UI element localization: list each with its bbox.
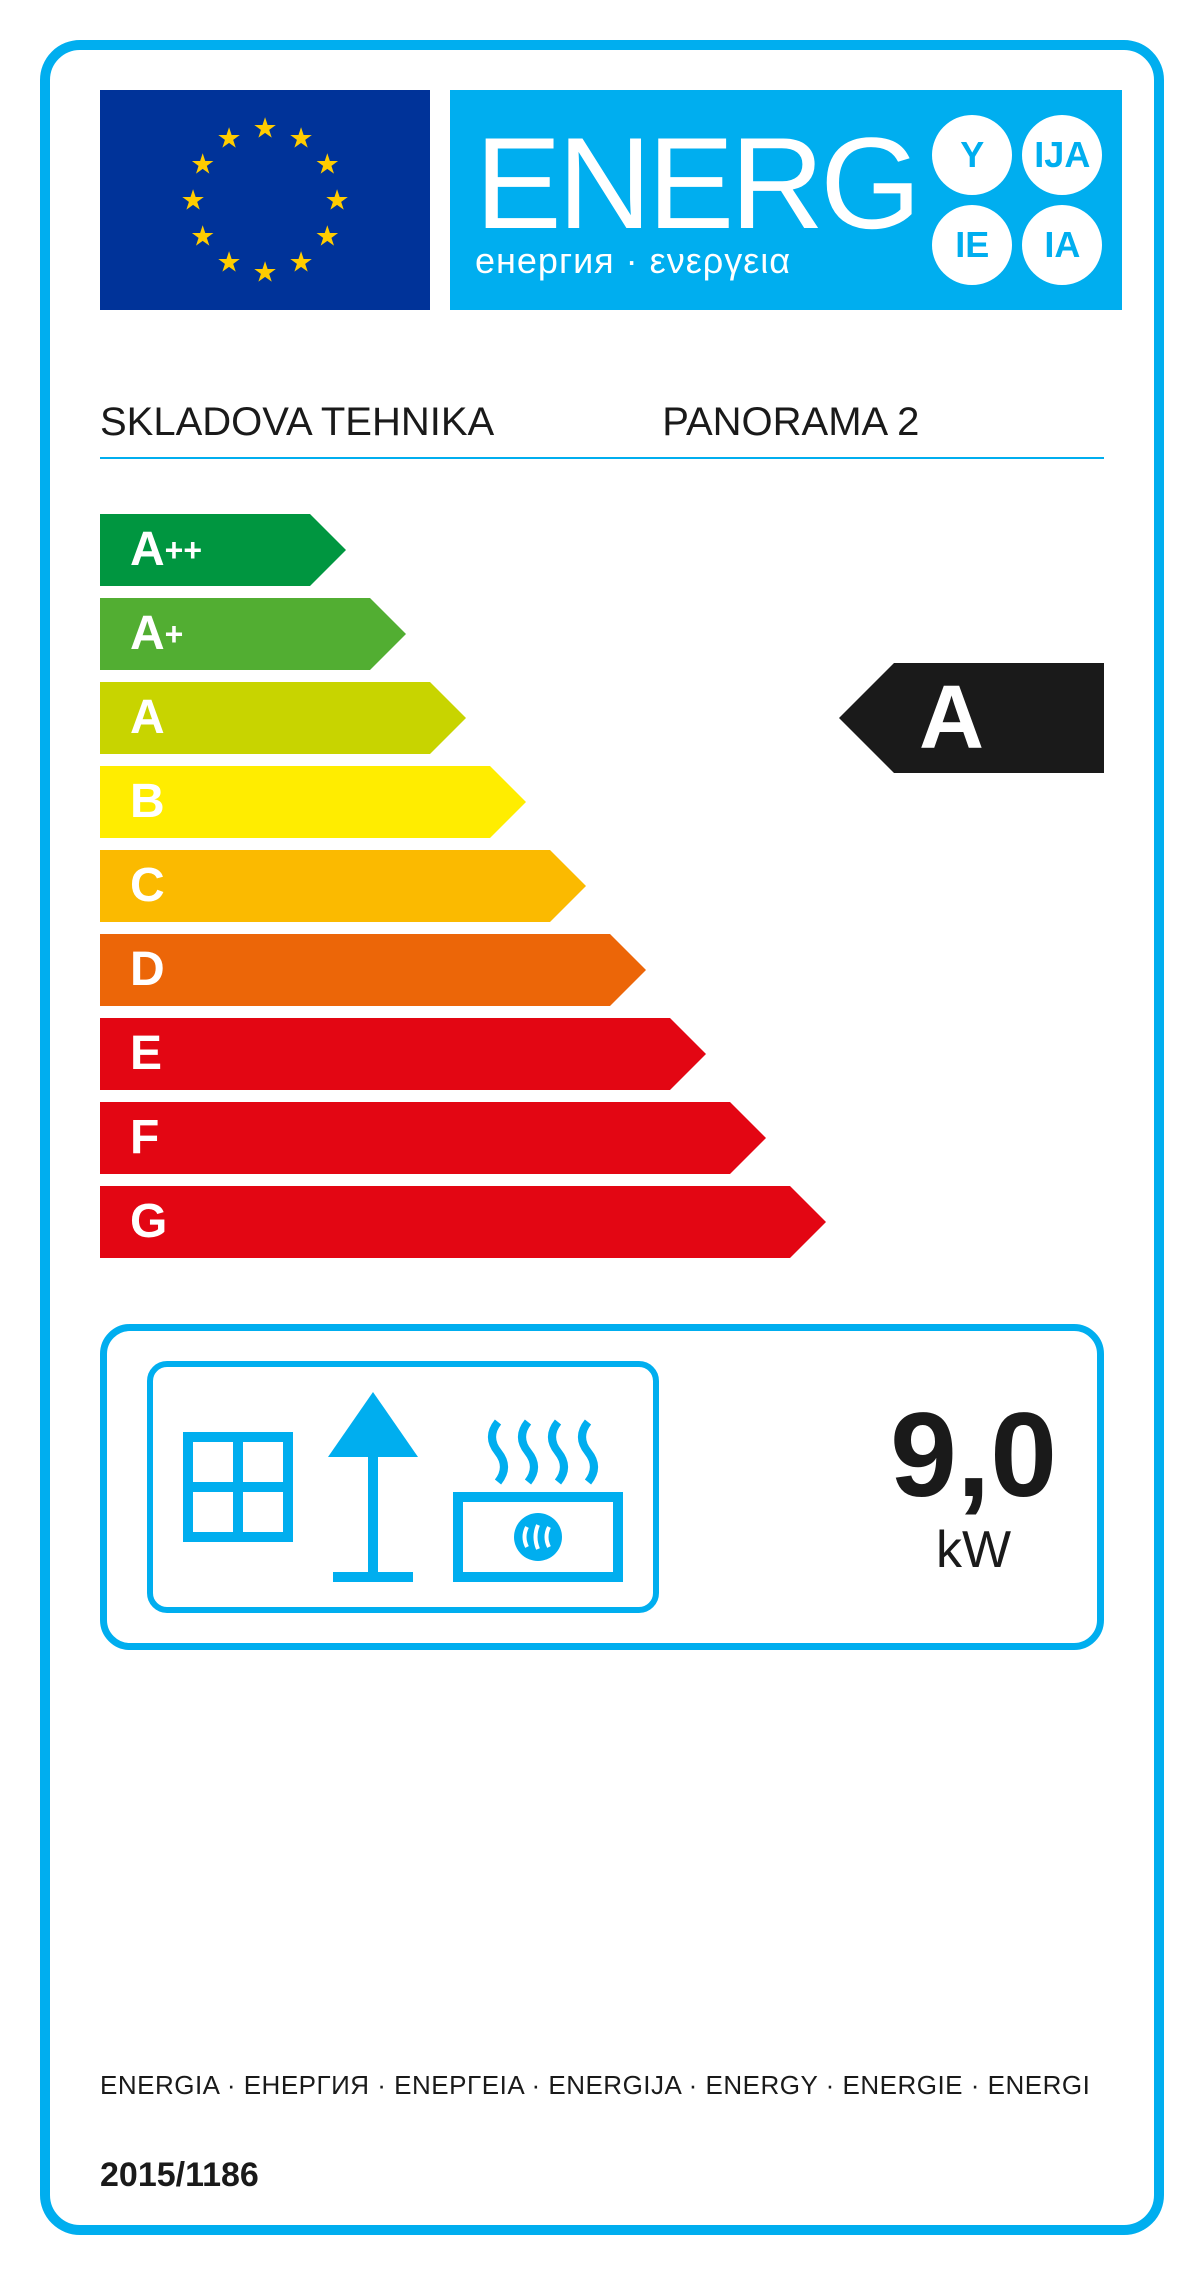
rating-letter: A [919,667,984,770]
rating-pointer: A [894,663,1104,773]
efficiency-bar: E [100,1018,670,1090]
efficiency-bar: A++ [100,514,310,586]
efficiency-bar-row: E [100,1018,1104,1090]
window-icon [183,1432,293,1582]
efficiency-scale: A++A+ABCDEFGA [100,514,1104,1274]
eu-star-icon: ★ [252,256,277,289]
efficiency-class-letter: A [130,610,165,658]
energ-suffix-badge: IA [1022,205,1102,285]
efficiency-bar: G [100,1186,790,1258]
eu-star-icon: ★ [324,184,349,217]
energy-label: ★★★★★★★★★★★★ ENERG енергия · ενεργεια YI… [40,40,1164,2235]
power-unit: kW [890,1520,1057,1580]
energ-suffix-badge: IJA [1022,115,1102,195]
power-box: 9,0 kW [100,1324,1104,1650]
header-row: ★★★★★★★★★★★★ ENERG енергия · ενεργεια YI… [100,90,1104,310]
efficiency-bar: A+ [100,598,370,670]
heating-icons-box [147,1361,659,1613]
efficiency-bar-row: B [100,766,1104,838]
efficiency-class-letter: G [130,1198,167,1246]
eu-star-icon: ★ [190,148,215,181]
efficiency-bar: F [100,1102,730,1174]
eu-star-icon: ★ [180,184,205,217]
efficiency-class-letter: D [130,946,165,994]
lamp-icon [323,1392,423,1582]
efficiency-class-letter: A [130,526,165,574]
efficiency-class-letter: C [130,862,165,910]
eu-star-icon: ★ [216,246,241,279]
efficiency-bar-row: A+ [100,598,1104,670]
eu-star-icon: ★ [315,220,340,253]
regulation-number: 2015/1186 [100,2156,1104,2195]
power-value-wrap: 9,0 kW [890,1395,1057,1580]
power-value: 9,0 [890,1395,1057,1515]
model-name: PANORAMA 2 [662,400,1104,445]
eu-star-icon: ★ [190,220,215,253]
heater-icon [453,1412,623,1582]
efficiency-class-letter: E [130,1030,162,1078]
energ-block: ENERG енергия · ενεργεια YIJAIEIA [450,90,1122,310]
efficiency-bar-row: A++ [100,514,1104,586]
eu-star-icon: ★ [288,121,313,154]
energ-main-word: ENERG [475,118,917,248]
energy-translations: ENERGIA · ЕНЕРГИЯ · ΕΝΕΡΓΕΙΑ · ENERGIJA … [100,2070,1104,2101]
efficiency-bar: A [100,682,430,754]
suffix-grid: YIJAIEIA [932,115,1102,285]
eu-star-icon: ★ [288,246,313,279]
supplier-model-row: SKLADOVA TEHNIKA PANORAMA 2 [100,400,1104,459]
efficiency-bar: D [100,934,610,1006]
efficiency-bar: B [100,766,490,838]
eu-flag: ★★★★★★★★★★★★ [100,90,430,310]
efficiency-bar-row: D [100,934,1104,1006]
efficiency-bar: C [100,850,550,922]
eu-star-icon: ★ [315,148,340,181]
eu-star-icon: ★ [252,112,277,145]
supplier-name: SKLADOVA TEHNIKA [100,400,662,445]
efficiency-class-letter: A [130,694,165,742]
energ-suffix-badge: IE [932,205,1012,285]
efficiency-class-letter: F [130,1114,159,1162]
energ-sub-word: енергия · ενεργεια [475,240,917,282]
energ-suffix-badge: Y [932,115,1012,195]
eu-star-icon: ★ [216,121,241,154]
efficiency-class-letter: B [130,778,165,826]
efficiency-bar-row: F [100,1102,1104,1174]
efficiency-bar-row: G [100,1186,1104,1258]
energ-text: ENERG енергия · ενεργεια [475,118,917,282]
efficiency-bar-row: C [100,850,1104,922]
